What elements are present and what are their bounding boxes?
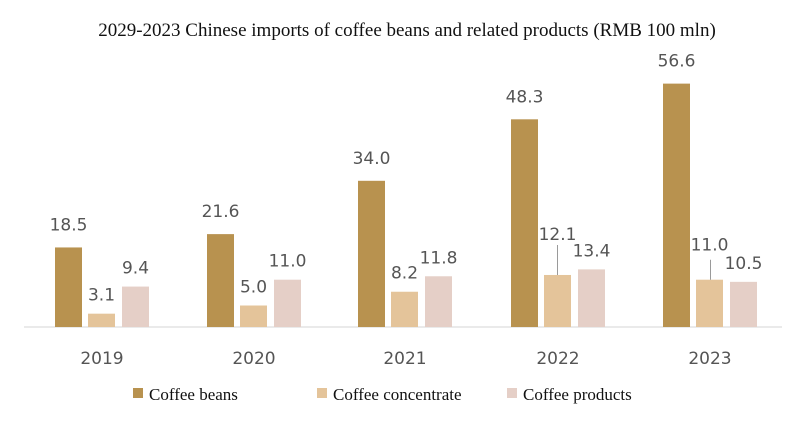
bar-2019-1 xyxy=(88,313,115,327)
bar-2020-1 xyxy=(240,305,267,327)
bar-2020-0 xyxy=(207,234,234,327)
value-label-2021-1: 8.2 xyxy=(391,264,418,284)
value-label-2019-1: 3.1 xyxy=(88,286,115,306)
value-label-2021-0: 34.0 xyxy=(353,149,391,169)
legend-label-0: Coffee beans xyxy=(149,385,238,404)
value-label-2020-1: 5.0 xyxy=(240,278,267,298)
bar-2021-0 xyxy=(358,180,385,327)
x-tick-label-2022: 2022 xyxy=(536,349,579,369)
legend-label-1: Coffee concentrate xyxy=(333,385,462,404)
x-tick-label-2023: 2023 xyxy=(688,349,731,369)
value-label-2023-1: 11.0 xyxy=(691,236,729,256)
bar-2023-2 xyxy=(730,281,757,327)
legend-label-2: Coffee products xyxy=(523,385,632,404)
value-label-2021-2: 11.8 xyxy=(420,248,458,268)
value-label-2022-1: 12.1 xyxy=(539,225,577,245)
value-label-2023-0: 56.6 xyxy=(658,52,696,72)
bar-2022-1 xyxy=(544,274,571,327)
value-label-2020-0: 21.6 xyxy=(202,202,240,222)
chart-title: 2029-2023 Chinese imports of coffee bean… xyxy=(98,20,716,41)
bar-2021-1 xyxy=(391,291,418,327)
value-label-2019-0: 18.5 xyxy=(50,215,88,235)
legend: Coffee beans Coffee concentrate Coffee pro… xyxy=(133,385,632,404)
value-label-2023-2: 10.5 xyxy=(725,254,763,274)
value-label-2019-2: 9.4 xyxy=(122,259,149,279)
bar-2022-2 xyxy=(578,269,605,327)
bar-2022-0 xyxy=(511,119,538,327)
x-tick-label-2021: 2021 xyxy=(383,349,426,369)
value-labels-layer: 18.53.19.421.65.011.034.08.211.848.312.1… xyxy=(50,52,763,306)
bar-2020-2 xyxy=(274,279,301,327)
bar-2021-2 xyxy=(425,276,452,327)
legend-swatch-2 xyxy=(507,388,517,398)
x-tick-label-2020: 2020 xyxy=(232,349,275,369)
bar-2019-0 xyxy=(55,247,82,327)
legend-swatch-1 xyxy=(317,388,327,398)
value-label-2020-2: 11.0 xyxy=(269,252,307,272)
bar-2019-2 xyxy=(122,286,149,327)
bar-2023-0 xyxy=(663,83,690,328)
bar-2023-1 xyxy=(696,279,723,327)
value-label-2022-0: 48.3 xyxy=(506,87,544,107)
bars-layer xyxy=(55,83,757,328)
x-tick-label-2019: 2019 xyxy=(80,349,123,369)
x-tick-labels: 2019 2020 2021 2022 2023 xyxy=(80,349,731,369)
legend-swatch-0 xyxy=(133,388,143,398)
value-label-2022-2: 13.4 xyxy=(573,241,611,261)
